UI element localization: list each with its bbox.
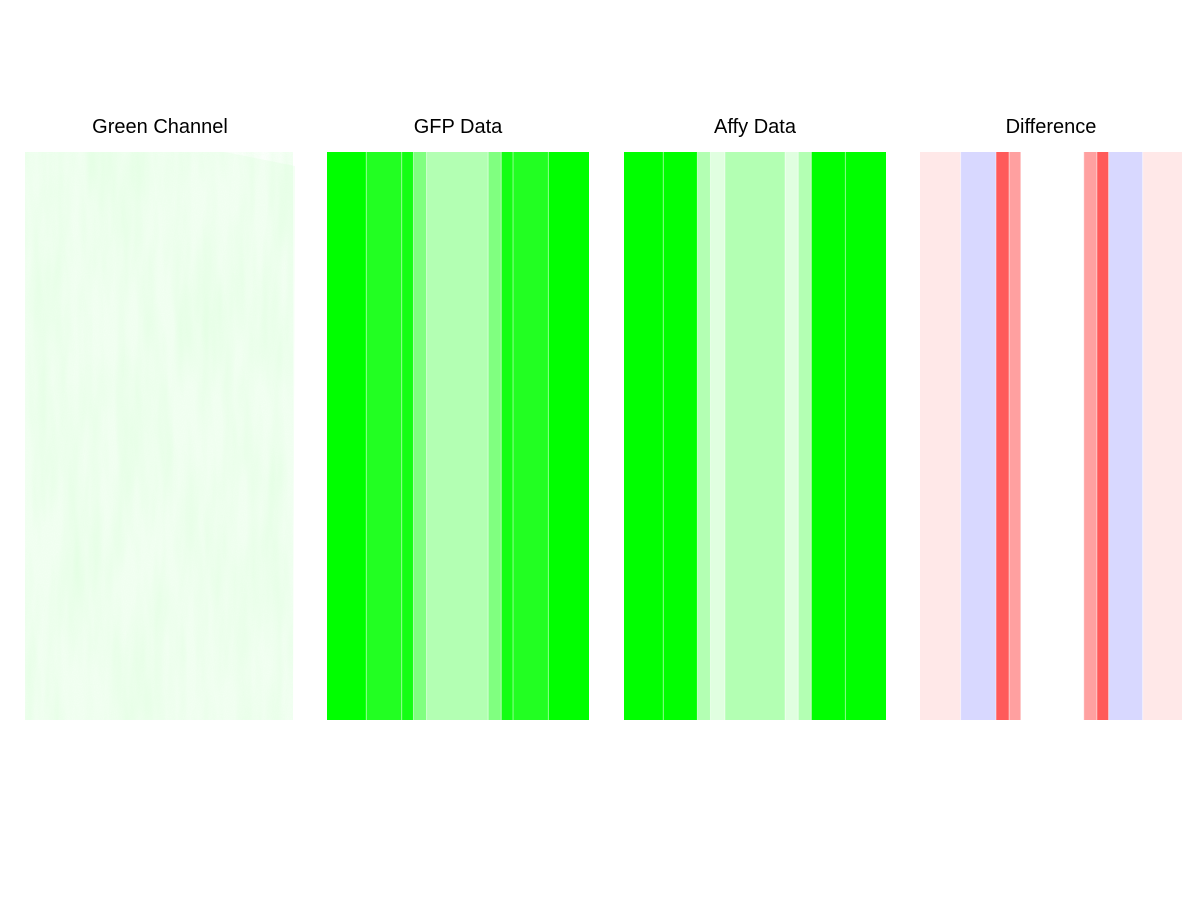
green-channel-streaks	[25, 152, 293, 720]
heatmap-band	[1020, 152, 1084, 720]
heatmap-band	[1009, 152, 1021, 720]
heatmap-band	[724, 152, 786, 720]
gfp-data-heatmap	[327, 152, 589, 720]
heatmap-band	[513, 152, 549, 720]
heatmap-band	[501, 152, 514, 720]
difference-heatmap	[920, 152, 1182, 720]
panel-title-green-channel: Green Channel	[92, 116, 228, 138]
heatmap-band	[785, 152, 799, 720]
panel-title-gfp-data: GFP Data	[413, 116, 503, 138]
heatmap-band	[663, 152, 698, 720]
heatmap-band	[798, 152, 812, 720]
heatmap-band	[548, 152, 589, 720]
heatmap-band	[413, 152, 427, 720]
heatmap-band	[960, 152, 996, 720]
heatmap-band	[710, 152, 725, 720]
green-channel-image	[25, 152, 295, 720]
heatmap-band	[1096, 152, 1109, 720]
heatmap-band	[995, 152, 1010, 720]
heatmap-band	[920, 152, 961, 720]
heatmap-band	[697, 152, 711, 720]
heatmap-band	[366, 152, 402, 720]
heatmap-band	[1108, 152, 1143, 720]
panel-title-difference: Difference	[1005, 116, 1097, 138]
heatmap-band	[1142, 152, 1182, 720]
panel-title-affy-data: Affy Data	[714, 116, 796, 138]
heatmap-band	[488, 152, 502, 720]
heatmap-band	[426, 152, 489, 720]
heatmap-band	[845, 152, 886, 720]
heatmap-band	[401, 152, 414, 720]
heatmap-band	[811, 152, 846, 720]
affy-data-heatmap	[624, 152, 886, 720]
heatmap-band	[624, 152, 664, 720]
heatmap-band	[327, 152, 367, 720]
heatmap-band	[1083, 152, 1097, 720]
